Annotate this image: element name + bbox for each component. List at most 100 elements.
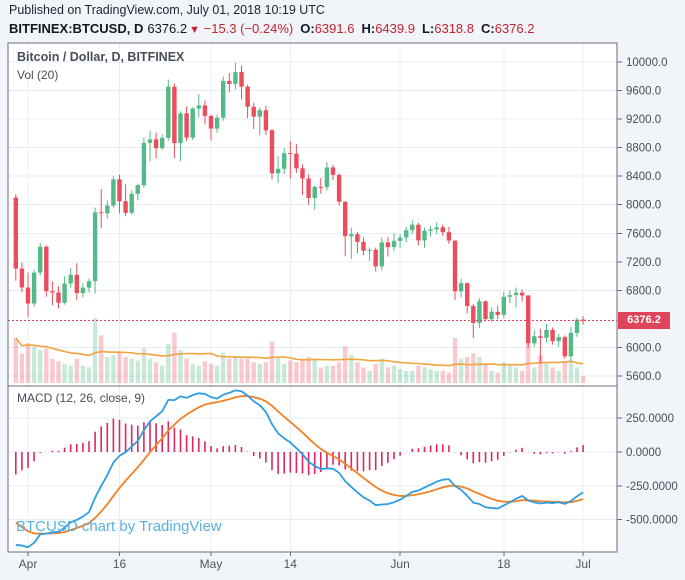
volume-bar [550, 367, 555, 383]
volume-bar [428, 369, 433, 383]
candle-body [336, 174, 342, 202]
volume-bar [269, 341, 275, 383]
tradingview-watermark-link[interactable]: BTCUSD chart by TradingView [16, 518, 222, 535]
volume-bar [117, 352, 122, 383]
volume-bar [153, 362, 159, 383]
price-axis-label: 5600.0 [626, 371, 661, 383]
volume-bar [513, 367, 519, 383]
time-axis-label: May [200, 557, 223, 571]
volume-bar [245, 357, 250, 383]
candle-body [422, 230, 427, 241]
volume-bar [202, 361, 208, 383]
candle-body [477, 301, 482, 323]
candle-body [221, 80, 226, 118]
candle-body [446, 232, 452, 241]
volume-bar [31, 346, 37, 383]
volume-bar [99, 335, 104, 383]
candle-body [92, 212, 98, 282]
candle-body [483, 301, 488, 320]
last-price: 6376.2 [147, 21, 188, 36]
volume-bar [422, 367, 427, 383]
volume-bar [68, 365, 73, 383]
low-value: 6318.8 [434, 21, 474, 36]
candle-body [50, 291, 55, 293]
volume-bar [483, 363, 488, 383]
close-value: 6376.2 [494, 21, 535, 36]
candle-body [153, 139, 159, 149]
candle-body [465, 283, 470, 306]
time-axis-label: 18 [497, 557, 511, 571]
volume-bar [257, 363, 262, 383]
candle-body [544, 329, 549, 338]
volume-bar [452, 337, 458, 383]
candle-body [416, 224, 421, 241]
volume-bar [172, 332, 177, 383]
candle-body [227, 80, 232, 84]
volume-bar [404, 370, 409, 383]
macd-axis-label: 0.0000 [626, 447, 661, 459]
candle-body [361, 241, 366, 251]
volume-bar [123, 357, 128, 383]
macd-axis-label: -250.0000 [626, 481, 678, 493]
volume-bar [330, 365, 336, 383]
volume-ma-line [15, 337, 584, 367]
candle-body [580, 319, 586, 321]
candle-body [397, 237, 403, 241]
volume-bar [580, 376, 586, 383]
candle-body [526, 295, 531, 344]
close-label: C: [481, 21, 495, 36]
volume-bar [300, 358, 305, 383]
volume-bar [556, 370, 561, 383]
volume-bar [349, 355, 354, 383]
price-axis-label: 6800.0 [626, 285, 661, 297]
candle-body [519, 292, 525, 296]
candle-body [355, 234, 360, 242]
time-axis-label: 16 [113, 557, 127, 571]
candle-body [404, 230, 409, 238]
candle-body [452, 240, 458, 292]
volume-bar [568, 360, 574, 383]
volume-bar [208, 363, 214, 383]
volume-bar [275, 357, 281, 383]
candle-body [56, 292, 61, 303]
candle-body [507, 295, 513, 297]
candle-body [306, 178, 311, 199]
macd-line [15, 389, 584, 549]
price-axis-label: 8000.0 [626, 200, 661, 212]
candle-body [44, 246, 49, 292]
candle-body [489, 311, 494, 320]
volume-bar [495, 372, 500, 383]
volume-bar [13, 337, 18, 383]
candle-body [80, 287, 86, 294]
candle-body [214, 117, 220, 129]
volume-bar [251, 362, 256, 383]
volume-bar [532, 367, 537, 383]
volume-bar [19, 353, 25, 383]
volume-bar [324, 365, 330, 383]
volume-bar [471, 353, 476, 383]
candle-body [373, 249, 378, 267]
volume-bar [477, 357, 482, 383]
volume-bar [214, 365, 220, 383]
symbol-line: BITFINEX:BTCUSD, D 6376.2 ▼ −15.3 (−0.24%)… [9, 19, 679, 40]
candle-body [538, 336, 543, 338]
candle-body [379, 242, 384, 267]
high-label: H: [361, 21, 376, 36]
candle-body [550, 329, 555, 342]
price-axis-label: 9200.0 [626, 114, 661, 126]
volume-bar [306, 357, 311, 383]
volume-bar [190, 363, 195, 383]
volume-bar [221, 352, 226, 383]
candle-body [257, 110, 262, 117]
macd-indicator-label: MACD (12, 26, close, 9) [17, 391, 146, 405]
volume-bar [507, 365, 513, 383]
volume-bar [519, 370, 525, 383]
candle-body [239, 72, 244, 87]
volume-bar [343, 346, 348, 383]
candle-body [129, 193, 134, 213]
volume-bar [312, 358, 317, 383]
volume-bar [501, 362, 506, 383]
volume-bar [373, 363, 378, 383]
